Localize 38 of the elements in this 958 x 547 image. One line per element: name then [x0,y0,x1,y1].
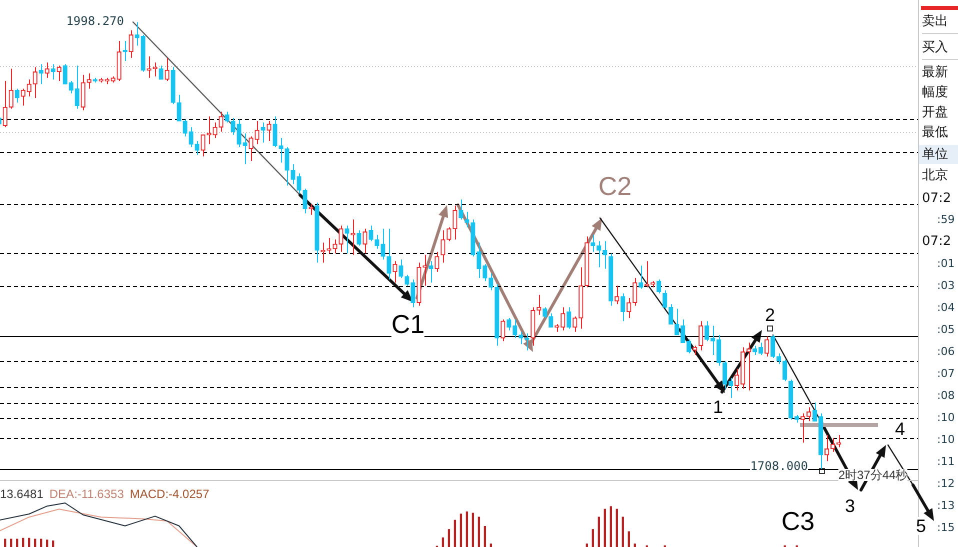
annotation: 2 [764,305,776,326]
text: :11 [937,454,955,468]
text: 3 [844,496,856,516]
annotation: 1998.270 [66,14,124,28]
text: 5 [916,516,926,536]
text: :06 [937,344,955,358]
text: :05 [937,322,955,336]
text: :13 [937,498,955,512]
text: :08 [937,388,955,402]
annotation: C1 [391,308,425,339]
text: :59 [937,212,955,226]
text: :07 [937,366,955,380]
annotation: C2 [598,170,632,201]
text: 最低 [922,124,948,140]
text: MACD:-4.0257 [130,487,210,501]
text: :10 [937,432,955,446]
text: DEA:-11.6353 [49,487,124,501]
text: 单位 [919,145,958,164]
text: 买入 [922,40,958,60]
text: :01 [937,256,955,270]
annotation: C3 [781,506,815,536]
annotation: 2时37分44秒 [838,468,908,482]
text: :04 [937,300,955,314]
text: 北京 [922,168,948,183]
text: :03 [937,278,955,292]
text: 07:2 [922,234,952,249]
text: :12 [937,476,955,490]
text: :10 [937,410,955,424]
text: 幅度 [922,84,948,100]
text: 07:2 [922,190,952,206]
annotation: 1 [712,397,724,418]
text: :15 [937,520,955,534]
annotation: 1708.000 [750,459,808,474]
text: 卖出 [922,14,958,34]
text: 4 [894,419,906,440]
text: 开盘 [922,104,948,120]
text: 13.6481 [0,487,44,501]
text: 最新 [922,64,948,80]
